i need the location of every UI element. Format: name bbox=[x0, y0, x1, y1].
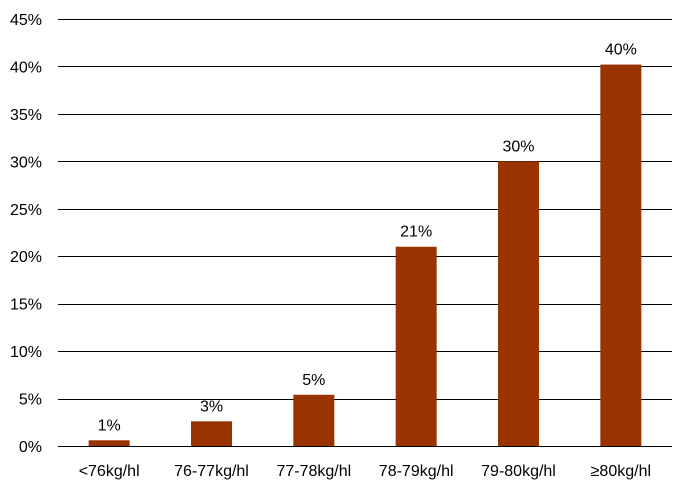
x-tick-label: ≥80kg/hl bbox=[591, 463, 651, 480]
y-tick-label: 25% bbox=[10, 202, 42, 219]
y-tick-label: 10% bbox=[10, 344, 42, 361]
y-tick-label: 5% bbox=[19, 392, 42, 409]
y-tick-label: 15% bbox=[10, 297, 42, 314]
x-tick-label: 78-79kg/hl bbox=[379, 463, 454, 480]
data-label: 1% bbox=[98, 417, 121, 434]
y-tick-label: 30% bbox=[10, 154, 42, 171]
y-axis-tick-labels: 0% 5% 10% 15% 20% 25% 30% 35% 40% 45% bbox=[10, 12, 42, 456]
data-label: 3% bbox=[200, 398, 223, 415]
bars bbox=[88, 64, 642, 447]
data-label: 21% bbox=[400, 224, 432, 241]
y-tick-label: 20% bbox=[10, 249, 42, 266]
data-label: 40% bbox=[605, 42, 637, 59]
data-label: 30% bbox=[502, 138, 534, 155]
bar-3 bbox=[395, 246, 437, 446]
gridlines bbox=[58, 19, 672, 447]
x-tick-label: 77-78kg/hl bbox=[276, 463, 351, 480]
y-tick-label: 0% bbox=[19, 439, 42, 456]
y-tick-label: 35% bbox=[10, 107, 42, 124]
data-label: 5% bbox=[302, 372, 325, 389]
bar-0 bbox=[88, 440, 130, 446]
bar-1 bbox=[191, 421, 232, 446]
x-tick-label: <76kg/hl bbox=[79, 463, 140, 480]
x-axis-category-labels: <76kg/hl 76-77kg/hl 77-78kg/hl 78-79kg/hl 79… bbox=[79, 463, 651, 480]
y-tick-label: 45% bbox=[10, 12, 42, 29]
bar-5 bbox=[600, 64, 642, 447]
data-labels: 1% 3% 5% 21% 30% 40% bbox=[98, 42, 637, 435]
bar-2 bbox=[293, 394, 335, 446]
x-tick-label: 79-80kg/hl bbox=[481, 463, 556, 480]
y-tick-label: 40% bbox=[10, 59, 42, 76]
bar-4 bbox=[498, 161, 539, 447]
x-tick-label: 76-77kg/hl bbox=[174, 463, 249, 480]
